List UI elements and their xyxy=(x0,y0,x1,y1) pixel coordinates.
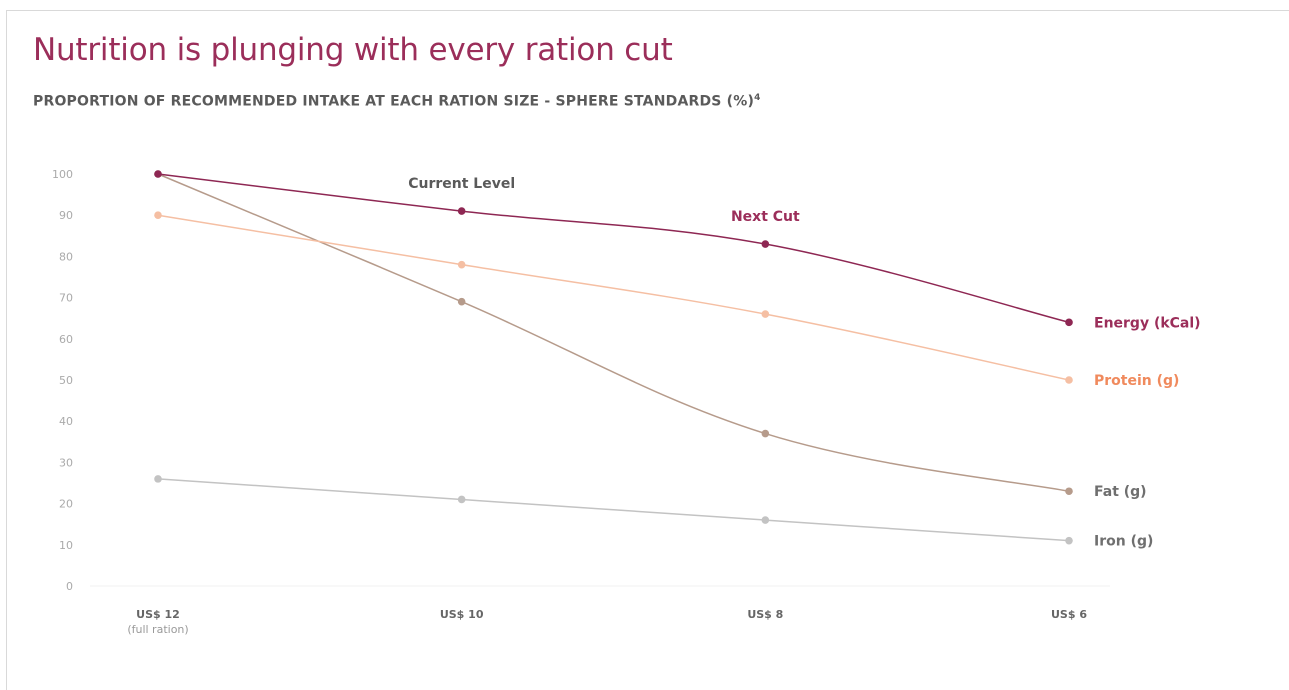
series-iron-g: Iron (g) xyxy=(154,475,1153,550)
data-point xyxy=(1065,376,1073,384)
annotation-layer: Current Level Next Cut xyxy=(408,176,800,225)
chart-subtitle: PROPORTION OF RECOMMENDED INTAKE AT EACH… xyxy=(33,93,761,110)
series-line-protein-g xyxy=(157,214,1070,381)
data-point xyxy=(457,207,466,215)
series-label-energy-kcal: Energy (kCal) xyxy=(1094,315,1201,331)
x-tick-label: US$ 8 xyxy=(747,608,783,621)
chart-frame xyxy=(6,10,1289,690)
data-point xyxy=(761,240,770,248)
data-point xyxy=(1065,318,1073,327)
data-point xyxy=(1065,536,1073,545)
series-protein-g: Protein (g) xyxy=(154,211,1179,389)
y-tick-label: 80 xyxy=(59,250,73,263)
series-energy-kcal: Energy (kCal) xyxy=(154,170,1201,331)
y-tick-label: 20 xyxy=(59,498,73,511)
y-tick-label: 30 xyxy=(59,456,73,469)
data-point xyxy=(761,516,770,524)
data-point xyxy=(457,260,466,269)
series-line-fat-g xyxy=(157,173,1070,492)
x-tick-label: US$ 12 xyxy=(136,608,180,621)
annotation-current-level: Current Level xyxy=(408,176,515,192)
series-layer: Iron (g) Fat (g) Protein (g) Energy (kCal) xyxy=(154,170,1201,550)
y-tick-label: 90 xyxy=(59,209,73,222)
data-point xyxy=(457,495,466,504)
y-tick-label: 40 xyxy=(59,415,73,428)
data-point xyxy=(761,310,770,318)
series-line-energy-kcal xyxy=(157,173,1070,324)
chart-title: Nutrition is plunging with every ration … xyxy=(33,32,673,68)
data-point xyxy=(154,475,162,483)
chart-subtitle-text: PROPORTION OF RECOMMENDED INTAKE AT EACH… xyxy=(33,93,755,110)
series-label-protein-g: Protein (g) xyxy=(1094,373,1179,389)
series-label-fat-g: Fat (g) xyxy=(1094,484,1147,500)
data-point xyxy=(154,170,162,178)
series-fat-g: Fat (g) xyxy=(154,170,1147,500)
y-tick-label: 50 xyxy=(59,374,73,387)
y-tick-label: 0 xyxy=(66,580,73,593)
y-axis: 0 10 20 30 40 50 60 70 80 90 100 xyxy=(52,168,73,593)
x-tick-sublabel: (full ration) xyxy=(127,623,188,636)
y-tick-label: 100 xyxy=(52,168,73,181)
footnote-marker: 4 xyxy=(754,93,761,103)
x-axis: US$ 12 (full ration) US$ 10 US$ 8 US$ 6 xyxy=(127,608,1087,636)
x-tick-label: US$ 6 xyxy=(1051,608,1087,621)
y-tick-label: 60 xyxy=(59,333,73,346)
annotation-next-cut: Next Cut xyxy=(731,209,800,225)
data-point xyxy=(761,429,770,438)
series-label-iron-g: Iron (g) xyxy=(1094,534,1153,550)
data-point xyxy=(154,211,162,219)
data-point xyxy=(457,297,466,306)
y-tick-label: 10 xyxy=(59,539,73,552)
data-point xyxy=(1065,487,1073,496)
series-line-iron-g xyxy=(157,478,1070,542)
y-tick-label: 70 xyxy=(59,292,73,305)
x-tick-label: US$ 10 xyxy=(440,608,484,621)
